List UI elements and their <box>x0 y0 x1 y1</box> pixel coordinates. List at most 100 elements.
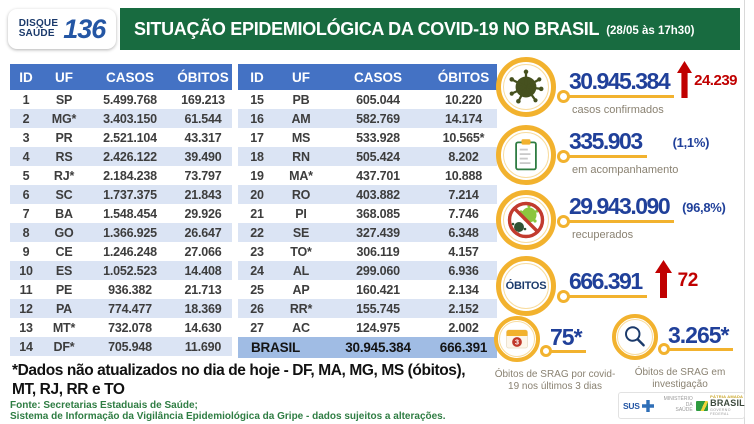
obitos-circle-icon: ÓBITOS <box>496 256 556 316</box>
col-header-obitos: ÓBITOS <box>437 69 490 85</box>
id-cell: 5 <box>22 168 30 183</box>
clipboard-icon <box>496 125 556 185</box>
page-title: SITUAÇÃO EPIDEMIOLÓGICA DA COVID-19 NO B… <box>134 18 600 39</box>
uf-cell: AP <box>292 282 310 297</box>
table-row: 3 PR 2.521.104 43.317 <box>10 128 232 147</box>
obitos-cell: 26.647 <box>184 225 222 240</box>
uf-cell: RO <box>291 187 311 202</box>
casos-cell: 1.052.523 <box>103 263 157 278</box>
table-row: 1 SP 5.499.768 169.213 <box>10 90 232 109</box>
table-row: 15 PB 605.044 10.220 <box>238 90 497 109</box>
confirmed-cases-label: casos confirmados <box>572 104 664 116</box>
stat-underline: 30.945.384 <box>556 68 675 103</box>
srag-deaths-value: 75* <box>550 324 583 350</box>
footnote-line2: MT, RJ, RR e TO <box>12 381 125 398</box>
col-header-casos: CASOS <box>105 69 154 85</box>
total-casos: 30.945.384 <box>345 340 411 355</box>
table-row: 16 AM 582.769 14.174 <box>238 109 497 128</box>
obitos-cell: 10.565* <box>442 130 485 145</box>
id-cell: 9 <box>22 244 30 259</box>
casos-cell: 533.928 <box>356 130 400 145</box>
table-header-row: ID UF CASOS ÓBITOS <box>238 64 497 90</box>
magnifier-icon-glyph <box>625 326 645 347</box>
monitoring-percent: (1,1%) <box>672 135 710 150</box>
obitos-cell: 21.843 <box>184 187 222 202</box>
obitos-cell: 14.408 <box>184 263 222 278</box>
sus-label: SUS <box>623 400 640 411</box>
stat-underline: 335.903 <box>557 128 647 163</box>
cases-table-right: ID UF CASOS ÓBITOS 15 PB 605.044 10.220 16 AM… <box>238 64 497 358</box>
obitos-cell: 11.690 <box>184 339 222 354</box>
uf-cell: ES <box>55 263 73 278</box>
recovered-label: recuperados <box>572 229 634 241</box>
table-header-row: ID UF CASOS ÓBITOS <box>10 64 232 90</box>
obitos-cell: 18.369 <box>184 301 222 316</box>
table-row: 20 RO 403.882 7.214 <box>238 185 497 204</box>
uf-cell: GO <box>54 225 74 240</box>
uf-cell: AC <box>292 320 310 335</box>
casos-cell: 605.044 <box>356 92 400 107</box>
casos-cell: 1.366.925 <box>103 225 157 240</box>
obitos-cell: 7.746 <box>448 206 479 221</box>
brasil-total-row: BRASIL 30.945.384 666.391 <box>238 337 497 358</box>
source-line2: Sistema de Informação da Vigilância Epid… <box>10 411 446 422</box>
table-row: 17 MS 533.928 10.565* <box>238 128 497 147</box>
obitos-cell: 73.797 <box>184 168 222 183</box>
source-note: Fonte: Secretarias Estaduais de Saúde; S… <box>10 400 446 422</box>
confirmed-cases-value: 30.945.384 <box>569 68 671 94</box>
stat-deaths: ÓBITOS 666.391 72 <box>496 256 698 316</box>
sus-cross-icon <box>641 399 654 412</box>
id-cell: 15 <box>250 92 264 107</box>
obitos-cell: 8.202 <box>448 149 479 164</box>
uf-cell: RS <box>55 149 73 164</box>
table-row: 14 DF* 705.948 11.690 <box>10 337 232 356</box>
uf-cell: RJ* <box>53 168 75 183</box>
uf-cell: RN <box>292 149 310 164</box>
id-cell: 21 <box>250 206 264 221</box>
no-virus-icon-glyph <box>507 201 545 239</box>
table-row: 27 AC 124.975 2.002 <box>238 318 497 337</box>
calendar-icon: 3 <box>494 316 540 362</box>
col-header-uf: UF <box>55 69 73 85</box>
srag-investigation-value: 3.265* <box>668 322 730 348</box>
casos-cell: 774.477 <box>108 301 152 316</box>
obitos-cell: 61.544 <box>184 111 222 126</box>
stat-srag-deaths: 3 75* Óbitos de SRAG por covid-19 nos úl… <box>494 316 616 392</box>
total-obitos: 666.391 <box>439 340 488 355</box>
table-row: 8 GO 1.366.925 26.647 <box>10 223 232 242</box>
obitos-cell: 43.317 <box>184 130 222 145</box>
logo-word-saude: SAÚDE <box>18 28 55 39</box>
clipboard-icon-glyph <box>515 139 537 171</box>
id-cell: 27 <box>250 320 264 335</box>
uf-cell: PB <box>292 92 310 107</box>
id-cell: 19 <box>250 168 264 183</box>
casos-cell: 2.426.122 <box>103 149 157 164</box>
table-row: 5 RJ* 2.184.238 73.797 <box>10 166 232 185</box>
casos-cell: 3.403.150 <box>103 111 157 126</box>
monitoring-label: em acompanhamento <box>572 164 679 176</box>
casos-cell: 368.085 <box>356 206 400 221</box>
casos-cell: 505.424 <box>356 149 400 164</box>
id-cell: 26 <box>250 301 264 316</box>
obitos-cell: 10.220 <box>444 92 483 107</box>
virus-icon <box>496 57 556 117</box>
casos-cell: 327.439 <box>356 225 400 240</box>
obitos-cell: 6.348 <box>448 225 479 240</box>
table-row: 9 CE 1.246.248 27.066 <box>10 242 232 261</box>
obitos-cell: 10.888 <box>444 168 483 183</box>
id-cell: 16 <box>250 111 264 126</box>
id-cell: 20 <box>250 187 264 202</box>
monitoring-value: 335.903 <box>569 128 643 154</box>
casos-cell: 403.882 <box>356 187 400 202</box>
confirmed-cases-delta: 24.239 <box>694 72 738 89</box>
id-cell: 11 <box>19 282 33 297</box>
calendar-icon-glyph: 3 <box>506 329 528 349</box>
srag-investigation-label: Óbitos de SRAG em investigação <box>634 367 726 390</box>
casos-cell: 160.421 <box>356 282 400 297</box>
obitos-cell: 6.936 <box>448 263 479 278</box>
virus-icon-glyph <box>509 69 544 104</box>
table-row: 4 RS 2.426.122 39.490 <box>10 147 232 166</box>
uf-cell: TO* <box>290 244 312 259</box>
id-cell: 6 <box>22 187 30 202</box>
casos-cell: 5.499.768 <box>103 92 157 107</box>
